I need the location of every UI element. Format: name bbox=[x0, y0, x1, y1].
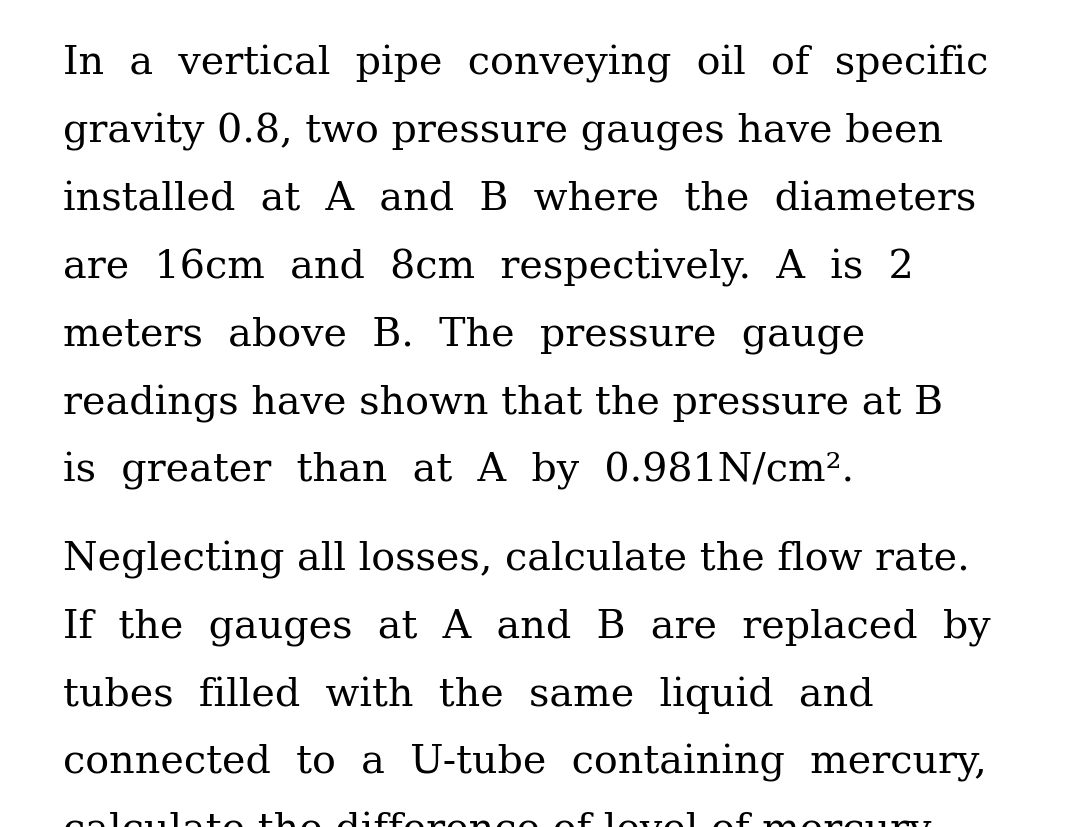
Text: In  a  vertical  pipe  conveying  oil  of  specific: In a vertical pipe conveying oil of spec… bbox=[63, 45, 988, 84]
Text: Neglecting all losses, calculate the flow rate.: Neglecting all losses, calculate the flo… bbox=[63, 541, 970, 579]
Text: installed  at  A  and  B  where  the  diameters: installed at A and B where the diameters bbox=[63, 181, 976, 218]
Text: If  the  gauges  at  A  and  B  are  replaced  by: If the gauges at A and B are replaced by bbox=[63, 609, 990, 646]
Text: connected  to  a  U-tube  containing  mercury,: connected to a U-tube containing mercury… bbox=[63, 744, 986, 782]
Text: are  16cm  and  8cm  respectively.  A  is  2: are 16cm and 8cm respectively. A is 2 bbox=[63, 249, 914, 287]
Text: tubes  filled  with  the  same  liquid  and: tubes filled with the same liquid and bbox=[63, 676, 874, 714]
Text: readings have shown that the pressure at B: readings have shown that the pressure at… bbox=[63, 385, 943, 423]
Text: meters  above  B.  The  pressure  gauge: meters above B. The pressure gauge bbox=[63, 317, 865, 354]
Text: calculate the difference of level of mercury: calculate the difference of level of mer… bbox=[63, 812, 931, 827]
Text: gravity 0.8, two pressure gauges have been: gravity 0.8, two pressure gauges have be… bbox=[63, 113, 943, 151]
Text: is  greater  than  at  A  by  0.981N/cm².: is greater than at A by 0.981N/cm². bbox=[63, 452, 854, 490]
